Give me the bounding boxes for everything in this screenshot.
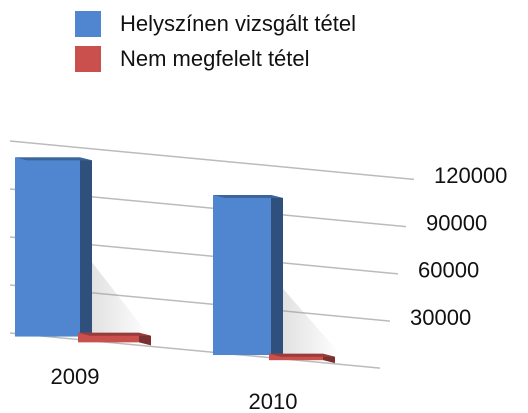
bar-side [80,157,92,340]
legend-label: Helyszínen vizsgált tétel [120,11,356,36]
bar-shadow [271,275,341,356]
bar-front [213,195,271,356]
bar-top [78,332,151,336]
bar-top [15,157,92,161]
bar-top [213,195,283,199]
axis-line [9,332,381,369]
bar [213,195,341,359]
grid-line [9,140,415,181]
bar-front [15,157,80,337]
bar [15,157,150,340]
legend-swatch [75,46,101,72]
bar-shadow [80,246,150,337]
y-tick-label: 90000 [426,210,487,235]
y-tick-label: 60000 [418,258,479,283]
y-tick-label: 30000 [410,305,471,330]
legend-label: Nem megfelelt tétel [120,46,310,71]
legend-swatch [75,11,101,37]
bar-front [269,353,323,361]
bar [269,353,335,364]
bar-side [271,195,283,359]
bar-side [139,332,151,346]
bar-top [269,353,335,357]
bar [78,332,151,346]
y-tick-label: 120000 [434,163,507,188]
bar-front [78,332,139,343]
x-tick-label: 2009 [51,364,100,389]
x-tick-label: 2010 [249,389,298,413]
